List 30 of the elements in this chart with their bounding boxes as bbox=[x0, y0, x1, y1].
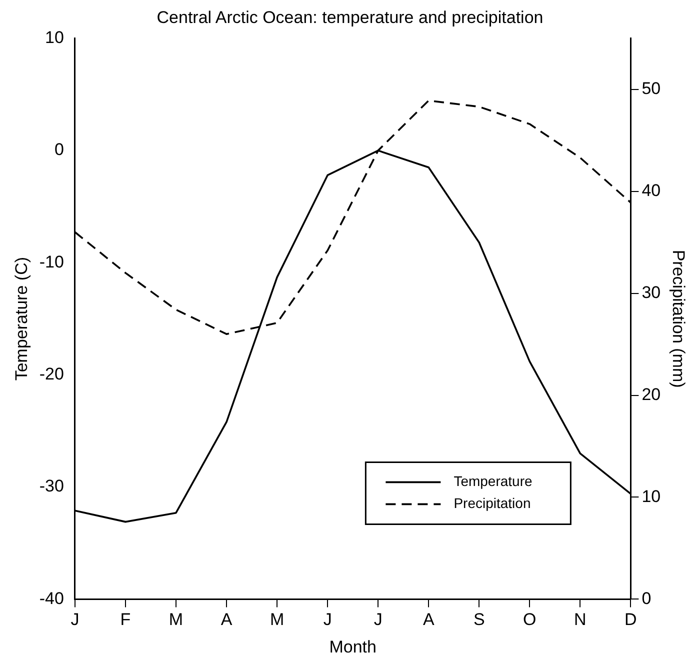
y2-tick-label: 20 bbox=[642, 384, 661, 404]
y-tick-label: 0 bbox=[54, 140, 64, 160]
x-tick-label: A bbox=[220, 610, 233, 630]
x-tick-label: J bbox=[70, 610, 80, 630]
x-tick-label: D bbox=[624, 610, 637, 630]
y-tick-label: 10 bbox=[45, 28, 64, 48]
y-tick-label: -30 bbox=[39, 476, 64, 496]
y2-tick-label: 30 bbox=[642, 282, 661, 302]
x-tick-label: S bbox=[473, 610, 485, 630]
x-tick-label: J bbox=[323, 610, 332, 630]
y2-tick-label: 40 bbox=[642, 181, 661, 200]
y2-tick-label: 0 bbox=[642, 588, 652, 608]
x-tick-label: F bbox=[120, 610, 131, 630]
y2-tick-label: 50 bbox=[642, 79, 661, 98]
y-tick-label: -10 bbox=[39, 252, 64, 272]
x-tick-label: O bbox=[523, 610, 536, 630]
legend-label: Temperature bbox=[454, 473, 532, 490]
legend-label: Precipitation bbox=[454, 495, 531, 512]
x-tick-label: J bbox=[374, 610, 382, 630]
x-tick-label: M bbox=[270, 610, 284, 630]
y2-axis-title: Precipitation (mm) bbox=[669, 250, 688, 388]
x-axis-title: Month bbox=[329, 637, 376, 656]
y-axis-title: Temperature (C) bbox=[12, 256, 31, 381]
y-tick-label: -40 bbox=[39, 588, 64, 608]
x-tick-label: N bbox=[574, 610, 586, 630]
x-tick-label: A bbox=[422, 610, 435, 630]
y-tick-label: -20 bbox=[39, 364, 64, 384]
x-tick-label: M bbox=[168, 610, 184, 630]
chart-title: Central Arctic Ocean: temperature and precipitation bbox=[156, 8, 544, 27]
y2-tick-label: 10 bbox=[642, 486, 661, 506]
